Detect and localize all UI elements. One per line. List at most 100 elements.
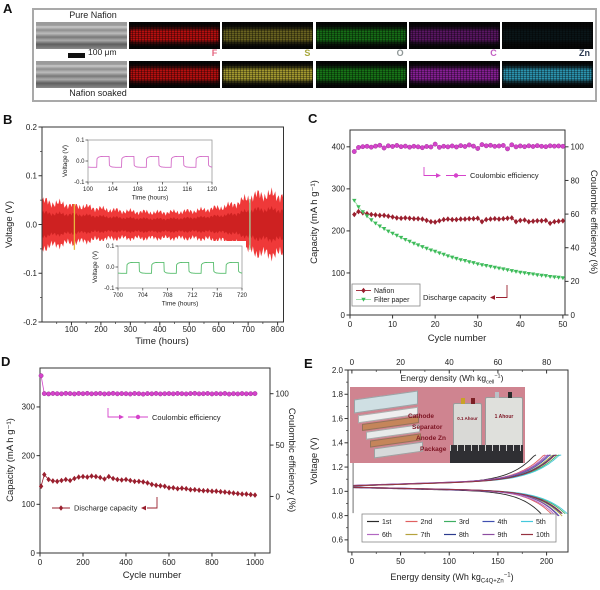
speckle-texture [502, 61, 593, 88]
svg-text:40: 40 [571, 244, 580, 253]
stack-label-1: Separator [412, 424, 443, 431]
speckle-texture [222, 61, 314, 88]
svg-text:50: 50 [276, 441, 285, 450]
svg-text:200: 200 [540, 557, 554, 566]
eds-band [131, 69, 219, 81]
scale-bar-label: 100 μm [88, 47, 117, 57]
svg-text:1000: 1000 [246, 558, 264, 567]
speckle-texture [315, 61, 407, 88]
svg-text:9th: 9th [498, 532, 508, 539]
chart-e: 0.6 0.8 1.0 1.2 1.4 1.6 1.8 2.0 0 50 100 150 200 0 20 4… [309, 358, 569, 585]
svg-text:0: 0 [348, 320, 353, 329]
svg-text:0.1: 0.1 [76, 138, 85, 144]
scale-bar [68, 53, 85, 58]
svg-text:300: 300 [22, 403, 36, 412]
speckle-texture [129, 61, 221, 88]
svg-text:400: 400 [119, 558, 133, 567]
svg-text:Voltage (V): Voltage (V) [309, 438, 320, 485]
svg-text:Time (hours): Time (hours) [135, 336, 189, 347]
svg-text:0: 0 [31, 549, 36, 558]
small-pouch-cell: 0.1 Ahour [453, 398, 482, 449]
svg-text:704: 704 [138, 293, 149, 299]
eds-map-f-pure [129, 22, 221, 49]
svg-text:50: 50 [558, 320, 567, 329]
svg-text:Time (hours): Time (hours) [162, 301, 199, 308]
svg-text:0: 0 [350, 557, 355, 566]
svg-text:Energy density (Wh kgC4Q+Zn−1): Energy density (Wh kgC4Q+Zn−1) [390, 572, 513, 585]
svg-text:0.6: 0.6 [332, 536, 344, 545]
eds-band [131, 30, 219, 42]
svg-text:60: 60 [493, 358, 502, 367]
svg-text:Capacity (mA h g⁻¹): Capacity (mA h g⁻¹) [5, 418, 16, 502]
svg-text:700: 700 [113, 293, 124, 299]
svg-text:200: 200 [76, 558, 90, 567]
svg-text:0: 0 [341, 311, 346, 320]
svg-text:20: 20 [571, 277, 580, 286]
svg-text:Coulombic efficiency (%): Coulombic efficiency (%) [588, 170, 599, 274]
panel-c-label: C [308, 111, 318, 126]
chart-b-inset-1: -0.1 0.0 0.1 100 104 108 112 116 120 Time (hours)… [62, 135, 218, 204]
eds-map-o-pure [315, 22, 407, 49]
svg-text:Energy density (Wh kgcell−1): Energy density (Wh kgcell−1) [401, 373, 504, 386]
svg-text:2.0: 2.0 [332, 366, 344, 375]
panel-e-label: E [304, 356, 313, 371]
eds-band [410, 69, 498, 81]
eds-band [317, 69, 405, 81]
eds-band [224, 30, 312, 42]
svg-text:400: 400 [332, 143, 346, 152]
pouch-tab [495, 392, 499, 398]
eds-map-s-soaked [222, 61, 314, 88]
svg-text:100: 100 [65, 325, 79, 334]
svg-text:0: 0 [38, 558, 43, 567]
eds-band [317, 30, 405, 42]
svg-text:Voltage (V): Voltage (V) [92, 251, 99, 283]
svg-text:20: 20 [396, 358, 405, 367]
svg-text:Coulombic efficiency: Coulombic efficiency [470, 171, 539, 180]
svg-text:0.0: 0.0 [106, 265, 115, 271]
svg-text:0.1: 0.1 [26, 172, 38, 181]
svg-text:Discharge capacity: Discharge capacity [423, 293, 487, 302]
svg-text:Capacity (mA h g⁻¹): Capacity (mA h g⁻¹) [309, 180, 320, 264]
svg-text:10th: 10th [536, 532, 550, 539]
svg-text:1.6: 1.6 [332, 414, 344, 423]
pouch-tab [508, 392, 512, 398]
svg-text:20: 20 [431, 320, 440, 329]
eds-map-zn-soaked [502, 61, 593, 88]
eds-map-f-soaked [129, 61, 221, 88]
cell-capacity-label-large: 1 Ahour [494, 414, 514, 420]
eds-band [503, 30, 592, 42]
svg-text:80: 80 [542, 358, 551, 367]
svg-text:30: 30 [473, 320, 482, 329]
svg-text:60: 60 [571, 210, 580, 219]
stack-label-2: Anode Zn [416, 435, 446, 442]
svg-text:10: 10 [388, 320, 397, 329]
pouch-tab [471, 398, 475, 404]
svg-text:108: 108 [133, 187, 144, 193]
svg-text:0.1: 0.1 [106, 244, 115, 250]
svg-text:112: 112 [158, 187, 168, 193]
svg-text:100: 100 [571, 143, 585, 152]
svg-text:120: 120 [207, 187, 218, 193]
speckle-texture [408, 22, 500, 49]
speckle-texture [408, 61, 500, 88]
sem-image-pure [36, 22, 127, 49]
stack-label-3: Package [420, 446, 447, 453]
svg-text:720: 720 [237, 293, 248, 299]
svg-text:100: 100 [443, 557, 457, 566]
svg-text:0: 0 [276, 492, 281, 501]
speckle-texture [129, 22, 221, 49]
element-label-f: F [211, 48, 218, 58]
eds-map-s-pure [222, 22, 314, 49]
panel-b-label: B [3, 112, 13, 127]
svg-text:1.8: 1.8 [332, 390, 344, 399]
svg-text:100: 100 [22, 500, 36, 509]
svg-text:Time (hours): Time (hours) [132, 195, 169, 202]
eds-map-c-soaked [408, 61, 500, 88]
svg-text:40: 40 [445, 358, 454, 367]
speckle-texture [222, 22, 314, 49]
svg-text:700: 700 [241, 325, 255, 334]
svg-text:Coulombic efficiency: Coulombic efficiency [152, 413, 221, 422]
svg-text:2nd: 2nd [421, 519, 433, 526]
sem-image-soaked [36, 61, 127, 88]
